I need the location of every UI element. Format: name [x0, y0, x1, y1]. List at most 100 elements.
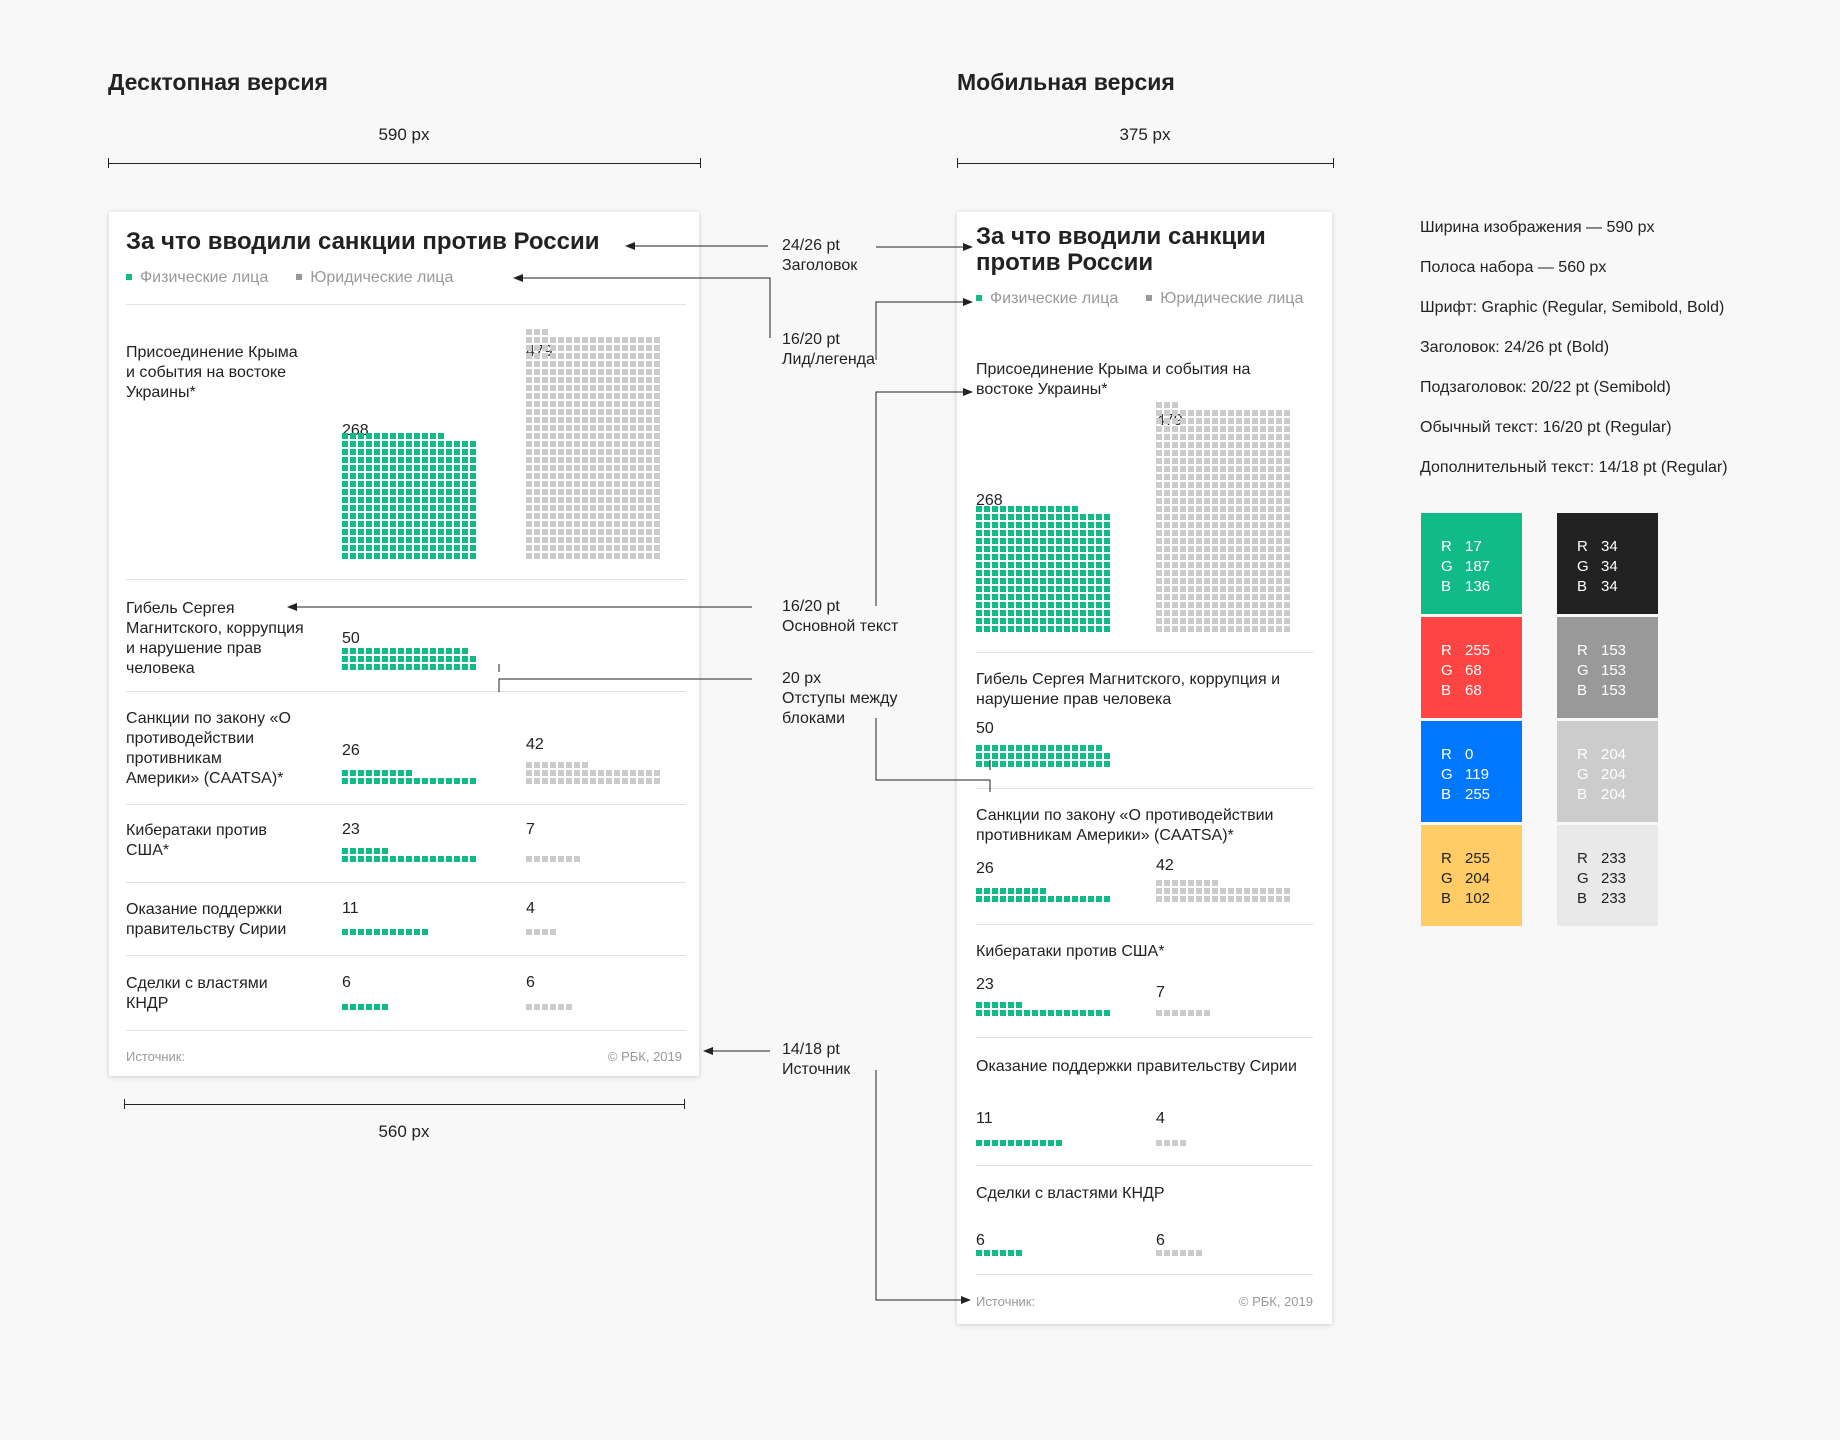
waffle-square — [350, 770, 356, 776]
waffle-square — [542, 505, 548, 511]
waffle-square — [1024, 594, 1030, 600]
waffle-square — [1252, 594, 1258, 600]
waffle-square — [590, 345, 596, 351]
annotation-lead: 16/20 pt Лид/легенда — [782, 331, 875, 368]
waffle-square — [358, 664, 364, 670]
waffle-square — [406, 433, 412, 439]
waffle-square — [382, 465, 388, 471]
waffle-square — [1008, 1010, 1014, 1016]
waffle-square — [1104, 602, 1110, 608]
mobile-width-line — [957, 163, 1333, 164]
waffle-square — [1268, 506, 1274, 512]
waffle-square — [622, 369, 628, 375]
waffle-square — [1048, 578, 1054, 584]
waffle-square — [1000, 570, 1006, 576]
waffle-square — [622, 433, 628, 439]
waffle-square — [574, 377, 580, 383]
waffle-square — [1212, 458, 1218, 464]
dim-tick — [957, 158, 958, 168]
waffle-square — [390, 441, 396, 447]
waffle-square — [374, 1004, 380, 1010]
waffle-square — [1164, 610, 1170, 616]
waffle-square — [550, 345, 556, 351]
waffle-square — [1172, 402, 1178, 408]
waffle-square — [1228, 626, 1234, 632]
waffle-square — [654, 545, 660, 551]
value-individuals: 11 — [976, 1110, 993, 1127]
waffle-square — [462, 545, 468, 551]
waffle-square — [1080, 586, 1086, 592]
waffle-square — [1000, 618, 1006, 624]
waffle-square — [622, 417, 628, 423]
waffle-square — [350, 856, 356, 862]
waffle-square — [1220, 450, 1226, 456]
waffle-square — [1260, 888, 1266, 894]
waffle-square — [542, 361, 548, 367]
dim-tick — [124, 1099, 125, 1109]
waffle-square — [398, 497, 404, 503]
waffle-square — [590, 377, 596, 383]
waffle-individuals — [976, 1140, 1064, 1146]
waffle-square — [646, 537, 652, 543]
waffle-square — [992, 578, 998, 584]
waffle-square — [550, 457, 556, 463]
waffle-square — [574, 497, 580, 503]
channel-value: 68 — [1465, 662, 1482, 679]
waffle-square — [1172, 546, 1178, 552]
waffle-square — [622, 393, 628, 399]
waffle-square — [614, 417, 620, 423]
waffle-square — [542, 441, 548, 447]
waffle-square — [382, 433, 388, 439]
waffle-square — [390, 929, 396, 935]
waffle-square — [1188, 434, 1194, 440]
waffle-square — [1284, 506, 1290, 512]
waffle-square — [1244, 586, 1250, 592]
waffle-square — [1188, 450, 1194, 456]
separator — [126, 955, 686, 956]
waffle-square — [1000, 562, 1006, 568]
waffle-square — [1252, 626, 1258, 632]
waffle-square — [1268, 570, 1274, 576]
waffle-square — [382, 449, 388, 455]
channel-name: G — [1441, 558, 1453, 575]
waffle-square — [598, 481, 604, 487]
waffle-square — [582, 465, 588, 471]
waffle-square — [992, 626, 998, 632]
dim-tick — [700, 158, 701, 168]
waffle-square — [1260, 570, 1266, 576]
waffle-square — [342, 505, 348, 511]
waffle-square — [1000, 753, 1006, 759]
waffle-square — [558, 441, 564, 447]
waffle-square — [422, 553, 428, 559]
waffle-square — [414, 513, 420, 519]
waffle-square — [1016, 578, 1022, 584]
waffle-square — [382, 521, 388, 527]
waffle-square — [374, 553, 380, 559]
waffle-square — [1252, 586, 1258, 592]
waffle-square — [390, 656, 396, 662]
waffle-square — [1220, 610, 1226, 616]
waffle-square — [542, 465, 548, 471]
waffle-square — [1180, 426, 1186, 432]
waffle-square — [992, 530, 998, 536]
waffle-square — [1268, 442, 1274, 448]
waffle-square — [1000, 888, 1006, 894]
waffle-square — [638, 545, 644, 551]
waffle-square — [382, 529, 388, 535]
waffle-square — [1088, 586, 1094, 592]
waffle-square — [1188, 514, 1194, 520]
waffle-square — [1180, 602, 1186, 608]
waffle-square — [1244, 426, 1250, 432]
swatch-channel: B 153 — [1577, 681, 1658, 701]
waffle-square — [1048, 570, 1054, 576]
waffle-square — [414, 433, 420, 439]
waffle-square — [1236, 514, 1242, 520]
waffle-square — [1284, 602, 1290, 608]
waffle-square — [422, 521, 428, 527]
waffle-square — [1040, 578, 1046, 584]
waffle-square — [1188, 1250, 1194, 1256]
waffle-square — [1212, 426, 1218, 432]
waffle-square — [582, 481, 588, 487]
waffle-square — [598, 545, 604, 551]
waffle-square — [398, 449, 404, 455]
